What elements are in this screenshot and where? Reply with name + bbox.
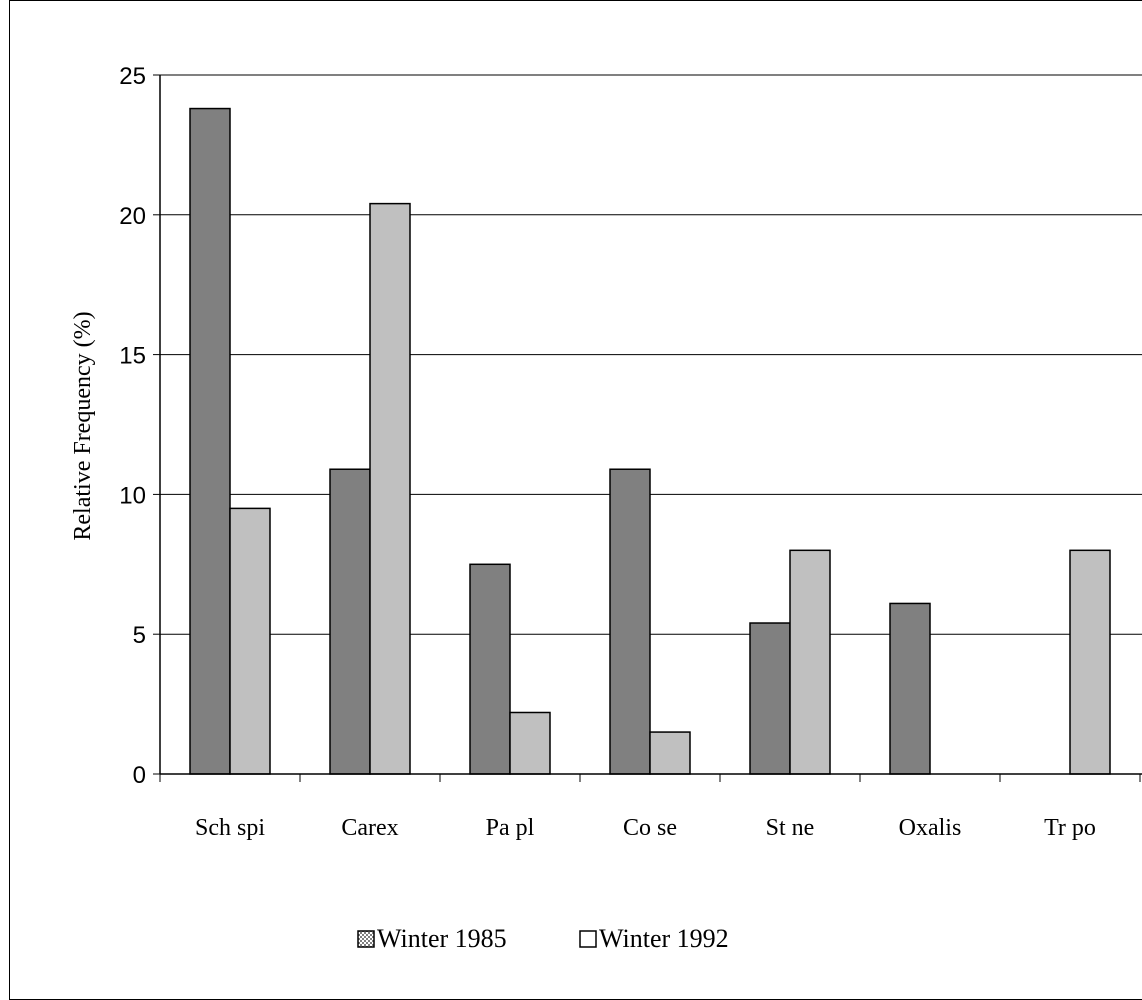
- y-tick-label: 20: [119, 203, 146, 230]
- legend-label: Winter 1992: [599, 924, 729, 953]
- bars: [189, 107, 1111, 775]
- bar-carex-winter-1992: [369, 202, 411, 775]
- category-label: St ne: [766, 815, 815, 841]
- category-label: Co se: [623, 815, 677, 841]
- y-axis-title: Relative Frequency (%): [70, 311, 96, 540]
- y-tick-label: 0: [133, 762, 146, 789]
- category-label: Pa pl: [486, 815, 535, 841]
- category-label: Carex: [341, 815, 398, 841]
- bar-sch-spi-winter-1985: [189, 107, 231, 775]
- bar-pa-pl-winter-1985: [469, 563, 511, 775]
- axes: [153, 74, 1142, 782]
- bar-sch-spi-winter-1992: [229, 507, 271, 775]
- category-labels: Sch spi Carex Pa pl Co se St ne Oxalis Tr po: [195, 815, 1096, 841]
- category-label: Oxalis: [899, 815, 962, 841]
- legend-swatch: [357, 930, 375, 948]
- category-label: Sch spi: [195, 815, 265, 841]
- bar-tr-po-winter-1992: [1069, 549, 1111, 775]
- bar-st-ne-winter-1992: [789, 549, 831, 775]
- legend-label: Winter 1985: [377, 924, 507, 953]
- bar-oxalis-winter-1985: [889, 602, 931, 775]
- bar-co-se-winter-1992: [649, 731, 691, 775]
- legend: Winter 1985 Winter 1992: [357, 924, 729, 953]
- bar-carex-winter-1985: [329, 468, 371, 775]
- y-tick-label: 5: [133, 622, 146, 649]
- bar-pa-pl-winter-1992: [509, 711, 551, 775]
- bar-st-ne-winter-1985: [749, 622, 791, 775]
- gridlines: [160, 74, 1142, 635]
- y-tick-label: 10: [119, 482, 146, 509]
- legend-swatch: [579, 930, 597, 948]
- y-tick-label: 25: [119, 63, 146, 90]
- category-label: Tr po: [1044, 815, 1096, 841]
- y-tick-label: 15: [119, 343, 146, 370]
- tick-labels: 0 5 10 15 20 25: [119, 63, 146, 789]
- bar-co-se-winter-1985: [609, 468, 651, 775]
